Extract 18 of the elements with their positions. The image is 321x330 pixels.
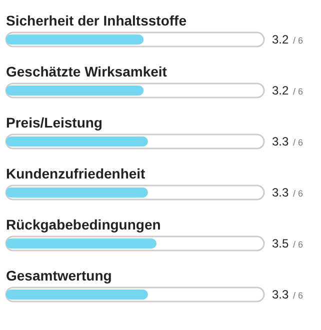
data-label: 3.3 bbox=[272, 186, 290, 200]
y-tick-label: Kundenzufriedenheit bbox=[6, 166, 146, 182]
y-tick-label: Sicherheit der Inhaltsstoffe bbox=[6, 12, 187, 28]
text: / 6 bbox=[293, 36, 304, 46]
data-label: 3.2 bbox=[272, 84, 290, 98]
y-tick-label: Gesamtwertung bbox=[6, 268, 112, 284]
data-label: 3.5 bbox=[272, 236, 290, 250]
y-tick-label: Preis/Leistung bbox=[6, 114, 102, 130]
text: / 6 bbox=[293, 290, 304, 300]
text: / 6 bbox=[293, 138, 304, 148]
data-label: 3.3 bbox=[272, 288, 290, 302]
y-tick-label: Geschätzte Wirksamkeit bbox=[6, 64, 168, 80]
data-label: 3.2 bbox=[272, 32, 290, 46]
data-label: 3.3 bbox=[272, 134, 290, 148]
text: / 6 bbox=[293, 240, 304, 250]
text: / 6 bbox=[293, 86, 304, 96]
text: / 6 bbox=[293, 188, 304, 198]
y-tick-label: Rückgabebedingungen bbox=[6, 216, 161, 232]
